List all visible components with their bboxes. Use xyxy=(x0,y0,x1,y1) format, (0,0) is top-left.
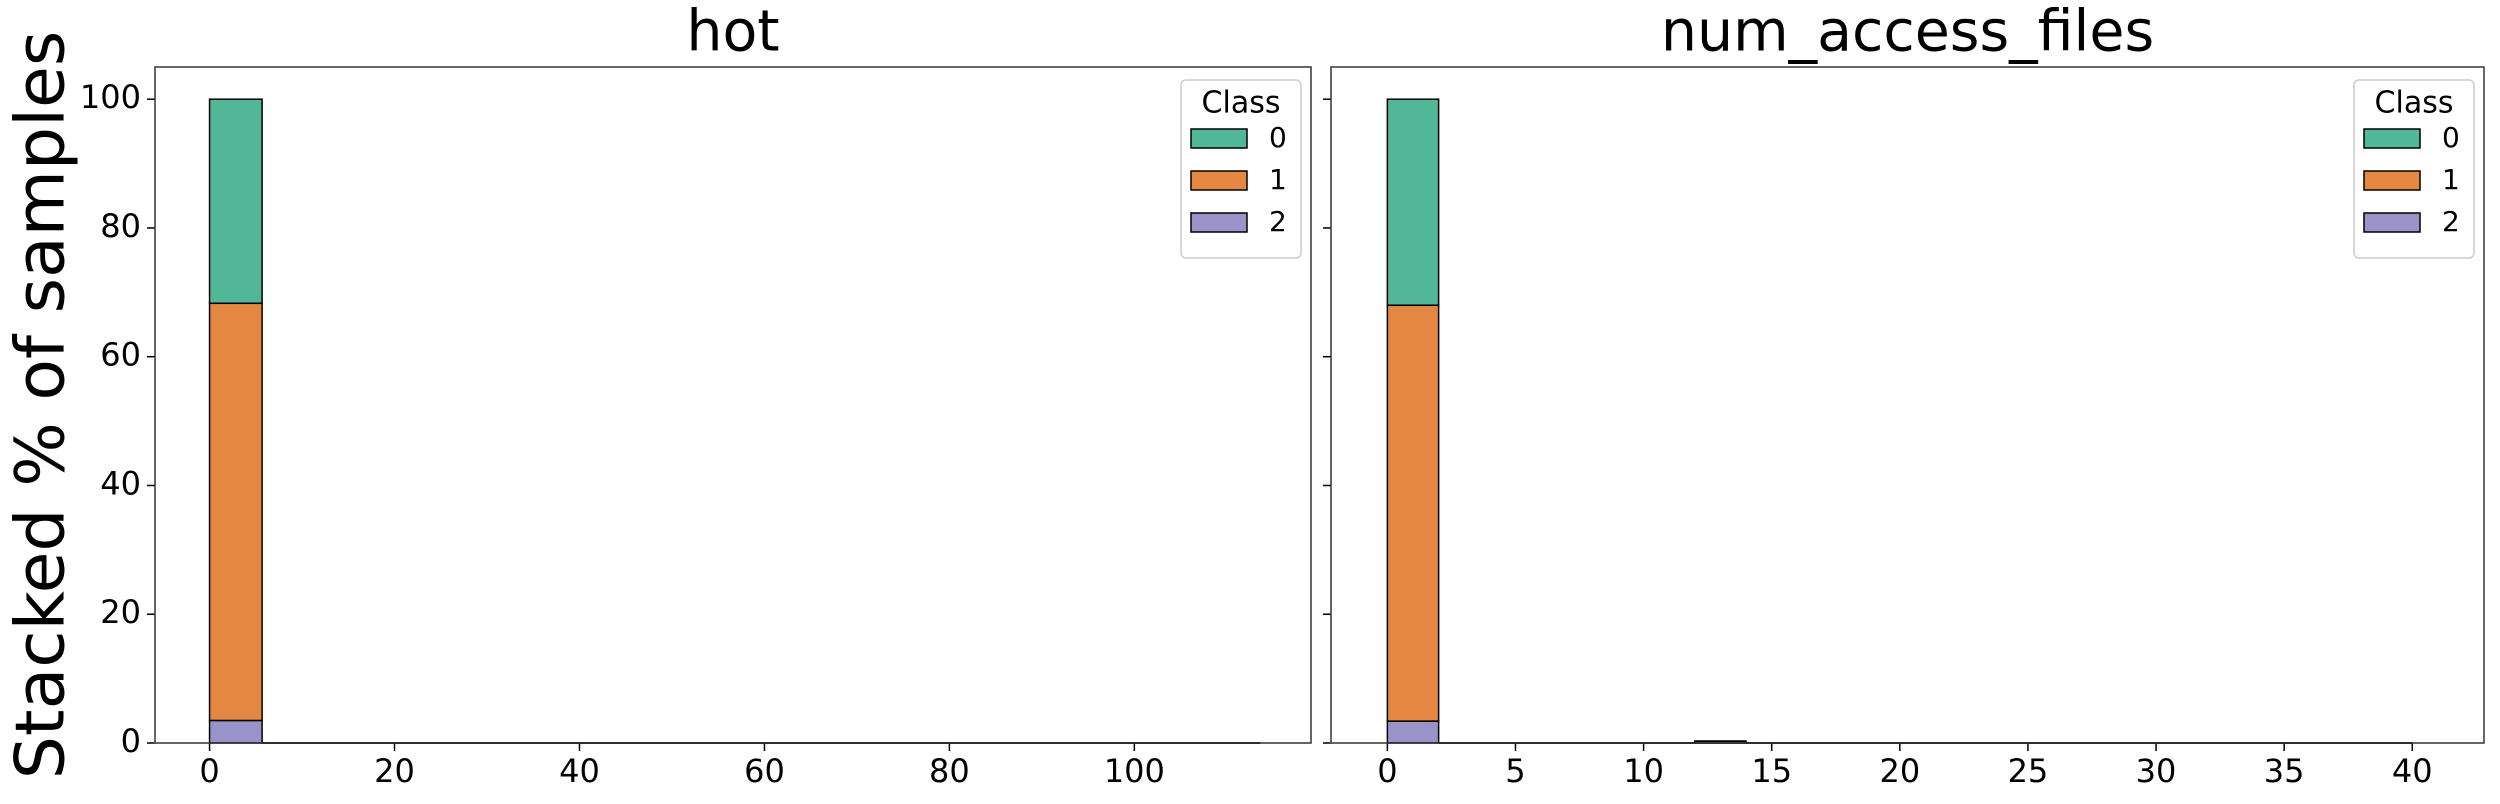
legend-swatch xyxy=(1190,128,1248,149)
bar xyxy=(1386,720,1440,744)
x-tick-label: 35 xyxy=(2264,752,2305,790)
y-tick-label: 0 xyxy=(121,722,141,760)
bar xyxy=(1386,98,1440,306)
bar xyxy=(1386,304,1440,722)
legend-title: Class xyxy=(1202,86,1281,121)
y-tick-label: 60 xyxy=(100,336,141,374)
y-axis-label: Stacked % of samples xyxy=(2,31,81,780)
bar xyxy=(208,98,263,305)
x-tick-label: 20 xyxy=(1879,752,1920,790)
subplot-title: hot xyxy=(686,0,779,65)
bar xyxy=(208,302,263,722)
x-tick-label: 10 xyxy=(1623,752,1664,790)
legend-label: 2 xyxy=(2442,205,2460,238)
y-tick-label: 20 xyxy=(100,593,141,631)
subplot-title: num_access_files xyxy=(1661,0,2154,65)
legend-label: 0 xyxy=(1269,121,1287,154)
x-tick-label: 0 xyxy=(1377,752,1397,790)
legend-title: Class xyxy=(2375,86,2454,121)
y-tick-label: 80 xyxy=(100,207,141,245)
y-tick-label: 40 xyxy=(100,464,141,502)
x-tick-label: 25 xyxy=(2008,752,2049,790)
bar xyxy=(208,719,263,744)
legend-label: 1 xyxy=(2442,163,2460,196)
x-tick-label: 100 xyxy=(1104,752,1165,790)
legend-label: 0 xyxy=(2442,121,2460,154)
x-tick-label: 60 xyxy=(744,752,785,790)
y-tick-label: 100 xyxy=(80,78,141,116)
legend-swatch xyxy=(2363,212,2421,233)
legend-swatch xyxy=(1190,170,1248,191)
plot-frame xyxy=(1330,66,2485,744)
legend-label: 1 xyxy=(1269,163,1287,196)
x-tick-label: 0 xyxy=(199,752,219,790)
x-tick-label: 40 xyxy=(559,752,600,790)
x-tick-label: 5 xyxy=(1505,752,1525,790)
legend-swatch xyxy=(2363,128,2421,149)
x-tick-label: 15 xyxy=(1751,752,1792,790)
x-tick-label: 40 xyxy=(2392,752,2433,790)
legend-swatch xyxy=(2363,170,2421,191)
x-tick-label: 80 xyxy=(929,752,970,790)
x-tick-label: 30 xyxy=(2136,752,2177,790)
legend-label: 2 xyxy=(1269,205,1287,238)
plot-frame xyxy=(154,66,1312,744)
legend-swatch xyxy=(1190,212,1248,233)
x-tick-label: 20 xyxy=(374,752,415,790)
